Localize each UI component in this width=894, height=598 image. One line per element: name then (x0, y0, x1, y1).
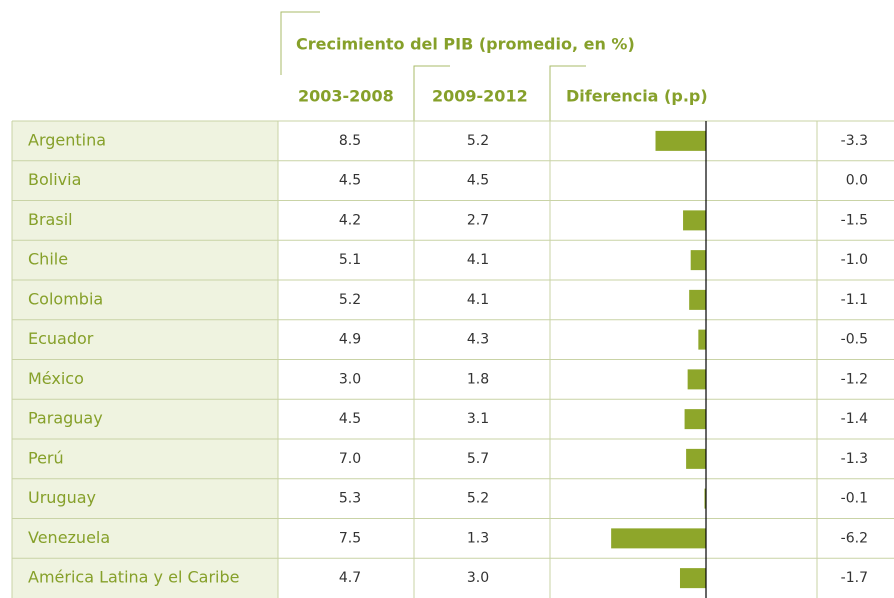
cell-value: 7.0 (339, 451, 361, 467)
cell-value: 8.5 (339, 133, 361, 149)
column-header: Diferencia (p.p) (566, 87, 708, 106)
cell-value: 1.8 (467, 371, 489, 387)
cell-value: 4.2 (339, 212, 361, 228)
cell-value: 4.5 (339, 173, 361, 189)
cell-value: -0.5 (841, 332, 868, 348)
row-name: Ecuador (28, 329, 94, 348)
cell-value: 4.5 (467, 173, 489, 189)
table-title: Crecimiento del PIB (promedio, en %) (296, 35, 635, 54)
cell-value: -0.1 (841, 491, 868, 507)
row-name: Paraguay (28, 409, 103, 428)
bar (687, 369, 706, 390)
cell-value: 1.3 (467, 530, 489, 546)
cell-value: -1.5 (841, 212, 868, 228)
cell-value: 4.3 (467, 332, 489, 348)
row-name: Argentina (28, 130, 106, 149)
row-name: Perú (28, 448, 64, 467)
row-name: Colombia (28, 289, 103, 308)
column-header: 2003-2008 (298, 87, 394, 106)
row-name: Chile (28, 250, 68, 269)
cell-value: 4.9 (339, 332, 361, 348)
cell-value: 5.2 (467, 491, 489, 507)
cell-value: 4.5 (339, 411, 361, 427)
cell-value: 2.7 (467, 212, 489, 228)
cell-value: -1.7 (841, 570, 868, 586)
bar (684, 409, 706, 430)
bar (655, 130, 706, 151)
cell-value: 5.2 (339, 292, 361, 308)
bar (689, 289, 706, 310)
bar (698, 329, 706, 350)
cell-value: 5.1 (339, 252, 361, 268)
cell-value: 0.0 (846, 173, 868, 189)
cell-value: 4.1 (467, 252, 489, 268)
row-name: Uruguay (28, 488, 96, 507)
bar (686, 448, 706, 469)
row-name: Bolivia (28, 170, 81, 189)
cell-value: 5.7 (467, 451, 489, 467)
row-name: América Latina y el Caribe (28, 568, 239, 587)
row-name: Venezuela (28, 528, 110, 547)
cell-value: -1.0 (841, 252, 868, 268)
cell-value: 5.3 (339, 491, 361, 507)
header-brackets (280, 11, 586, 121)
cell-value: -1.2 (841, 371, 868, 387)
bar (690, 250, 706, 271)
column-header: 2009-2012 (432, 87, 528, 106)
cell-value: -1.1 (841, 292, 868, 308)
bar (683, 210, 706, 231)
cell-value: 4.7 (339, 570, 361, 586)
cell-value: -6.2 (841, 530, 868, 546)
cell-value: 7.5 (339, 530, 361, 546)
row-name: Brasil (28, 210, 73, 229)
bar (611, 528, 706, 549)
bar (679, 568, 706, 589)
cell-value: 3.0 (467, 570, 489, 586)
cell-value: -3.3 (841, 133, 868, 149)
cell-value: 3.1 (467, 411, 489, 427)
cell-value: -1.4 (841, 411, 868, 427)
cell-value: 3.0 (339, 371, 361, 387)
bar (704, 488, 706, 509)
cell-value: 4.1 (467, 292, 489, 308)
cell-value: 5.2 (467, 133, 489, 149)
row-name: México (28, 369, 84, 388)
cell-value: -1.3 (841, 451, 868, 467)
